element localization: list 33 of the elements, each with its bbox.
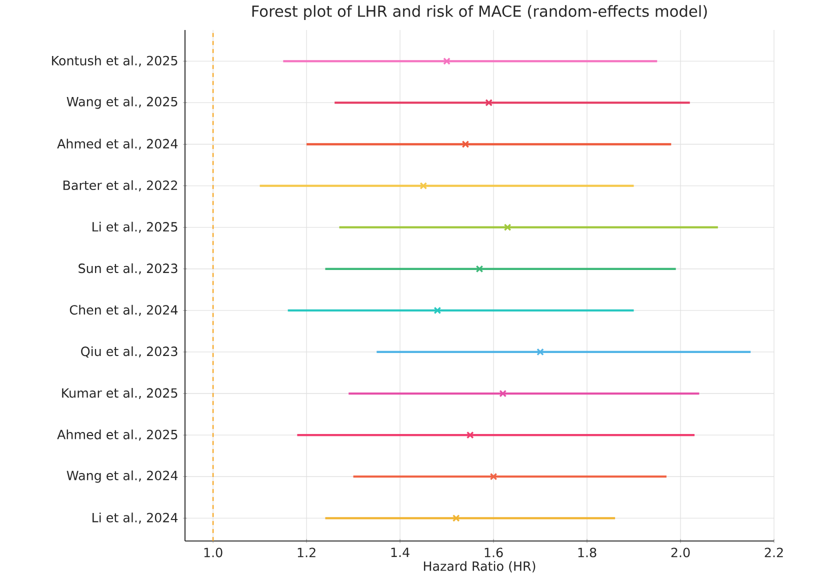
y-tick-label: Ahmed et al., 2024 bbox=[57, 138, 178, 150]
chart-title: Forest plot of LHR and risk of MACE (random-effects model) bbox=[252, 5, 707, 20]
x-tick-label: 1.2 bbox=[298, 548, 316, 558]
y-tick-label: Kontush et al., 2025 bbox=[52, 56, 178, 67]
point bbox=[476, 265, 484, 273]
point bbox=[466, 431, 474, 439]
y-tick-label: Sun et al., 2023 bbox=[78, 263, 178, 274]
x-tick-label: 2.0 bbox=[671, 548, 690, 558]
y-tick-label: Kumar et al., 2025 bbox=[62, 388, 178, 400]
x-tick-label: 2.2 bbox=[764, 548, 783, 558]
x-axis-title: Hazard Ratio (HR) bbox=[424, 561, 536, 572]
point bbox=[434, 306, 442, 314]
y-tick-label: Wang et al., 2025 bbox=[66, 96, 178, 109]
point bbox=[420, 182, 428, 190]
point bbox=[443, 57, 450, 65]
point bbox=[462, 140, 470, 148]
x-tick-label: 1.6 bbox=[484, 548, 503, 558]
x-tick-label: 1.0 bbox=[204, 548, 222, 558]
y-tick-label: Wang et al., 2024 bbox=[66, 470, 178, 483]
y-tick-label: Barter et al., 2022 bbox=[63, 180, 178, 192]
y-tick-label: Chen et al., 2024 bbox=[70, 304, 178, 316]
point bbox=[485, 99, 493, 106]
point bbox=[536, 348, 544, 356]
point bbox=[452, 514, 460, 522]
point bbox=[504, 224, 512, 232]
point bbox=[490, 472, 498, 480]
y-tick-label: Li et al., 2025 bbox=[92, 222, 178, 233]
x-tick-label: 1.4 bbox=[391, 548, 410, 557]
point bbox=[499, 390, 507, 398]
y-tick-label: Li et al., 2024 bbox=[92, 512, 178, 524]
y-tick-label: Qiu et al., 2023 bbox=[81, 346, 178, 358]
x-tick-label: 1.8 bbox=[578, 548, 596, 558]
y-tick-label: Ahmed et al., 2025 bbox=[57, 430, 178, 441]
